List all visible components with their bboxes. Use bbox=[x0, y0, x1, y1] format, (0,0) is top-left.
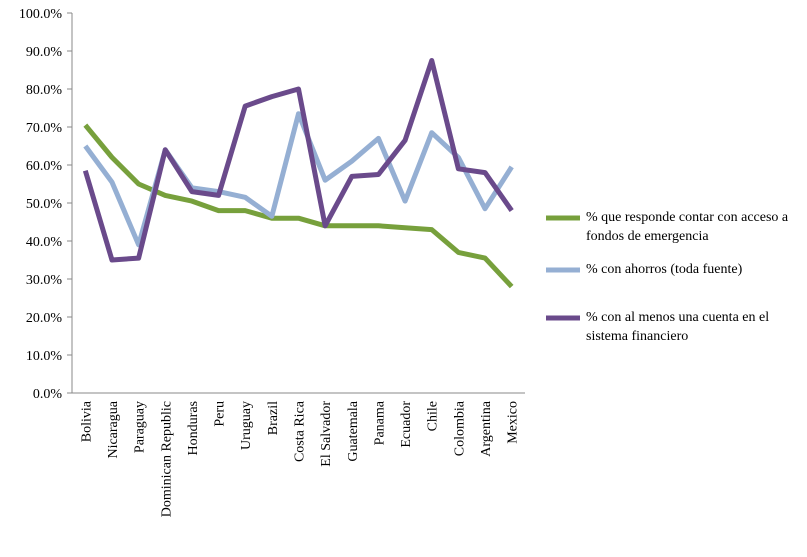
legend-label: % con al menos una cuenta en el sistema … bbox=[586, 310, 770, 344]
x-tick-label: Bolivia bbox=[79, 400, 94, 442]
x-tick-label: Argentina bbox=[479, 400, 494, 457]
x-tick-label: Panama bbox=[372, 400, 387, 445]
x-tick-label: Paraguay bbox=[133, 401, 148, 453]
x-tick-label: Uruguay bbox=[239, 401, 254, 450]
y-tick-label: 40.0% bbox=[26, 235, 63, 250]
x-tick-label: Peru bbox=[213, 401, 228, 427]
legend-label: % que responde contar con acceso a fondo… bbox=[586, 210, 789, 244]
legend-label: % con ahorros (toda fuente) bbox=[586, 262, 743, 277]
x-tick-label: Chile bbox=[426, 401, 441, 431]
y-tick-label: 80.0% bbox=[26, 83, 63, 98]
y-tick-label: 70.0% bbox=[26, 121, 63, 136]
x-tick-label: Brazil bbox=[266, 401, 281, 435]
x-tick-label: Ecuador bbox=[399, 401, 414, 448]
series-line bbox=[82, 58, 514, 263]
y-tick-label: 30.0% bbox=[26, 273, 63, 288]
y-tick-label: 50.0% bbox=[26, 197, 63, 212]
x-tick-label: Honduras bbox=[186, 401, 201, 455]
x-tick-label: Costa Rica bbox=[293, 400, 308, 462]
x-tick-label: Nicaragua bbox=[106, 400, 121, 458]
x-tick-label: Guatemala bbox=[346, 400, 361, 461]
x-tick-label: Colombia bbox=[452, 400, 467, 456]
y-tick-label: 10.0% bbox=[26, 349, 63, 364]
x-tick-label: Dominican Republic bbox=[159, 401, 174, 517]
y-tick-label: 100.0% bbox=[19, 7, 63, 22]
y-tick-label: 20.0% bbox=[26, 311, 63, 326]
y-tick-label: 0.0% bbox=[33, 387, 63, 402]
y-tick-label: 60.0% bbox=[26, 159, 63, 174]
x-tick-label: Mexico bbox=[506, 401, 521, 444]
x-tick-label: El Salvador bbox=[319, 401, 334, 467]
y-tick-label: 90.0% bbox=[26, 45, 63, 60]
